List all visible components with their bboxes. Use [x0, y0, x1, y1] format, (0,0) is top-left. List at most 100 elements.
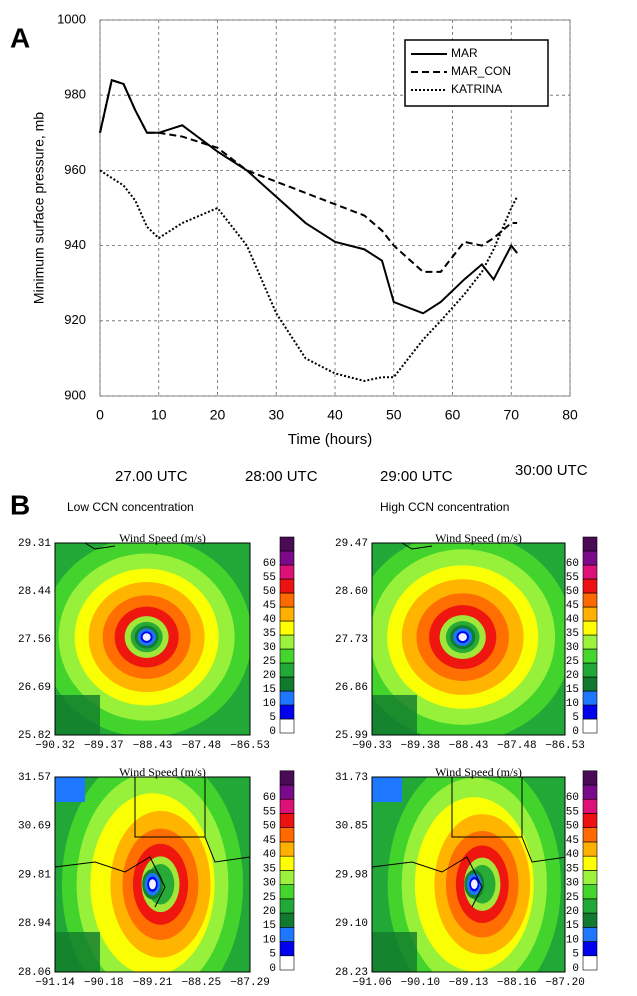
lon-label: −89.21 — [133, 977, 173, 989]
colorbar-swatch — [582, 592, 598, 608]
corner-patch — [372, 695, 417, 735]
colorbar-swatch — [582, 870, 598, 885]
colorbar-swatch — [582, 718, 598, 734]
utc-label: 30:00 UTC — [515, 462, 588, 479]
lat-label: 29.10 — [335, 918, 368, 930]
colorbar-tick-label: 40 — [263, 614, 276, 626]
x-tick-label: 80 — [562, 407, 578, 423]
coastline — [55, 777, 250, 908]
colorbar-tick-label: 15 — [263, 684, 276, 696]
colorbar-swatch — [582, 855, 598, 871]
x-tick-label: 30 — [268, 407, 284, 423]
colorbar-tick-label: 45 — [566, 600, 579, 612]
lon-label: −88.43 — [449, 740, 489, 752]
lon-label: −90.18 — [84, 977, 124, 989]
map-frame — [371, 542, 566, 736]
colorbar-tick-label: 0 — [572, 726, 579, 738]
colorbar-swatch — [279, 827, 295, 843]
map-title: Wind Speed (m/s) — [435, 531, 522, 545]
colorbar-swatch — [582, 813, 598, 828]
column-title: Low CCN concentration — [67, 500, 194, 514]
colorbar-tick-label: 55 — [263, 806, 276, 818]
colorbar-tick-label: 10 — [263, 698, 276, 710]
colorbar-tick-label: 20 — [263, 906, 276, 918]
colorbar-tick-label: 50 — [263, 586, 276, 598]
colorbar-swatch — [279, 592, 295, 608]
colorbar-swatch — [279, 770, 295, 786]
lat-label: 25.99 — [335, 730, 368, 742]
colorbar-swatch — [279, 927, 295, 942]
colorbar-swatch — [279, 648, 295, 664]
legend-label: MAR_CON — [451, 64, 511, 78]
colorbar-swatch — [582, 634, 598, 650]
colorbar-swatch — [279, 855, 295, 871]
y-tick-label: 1000 — [57, 11, 86, 26]
colorbar-tick-label: 5 — [269, 949, 276, 961]
column-title: High CCN concentration — [380, 500, 509, 514]
colorbar-tick-label: 0 — [572, 963, 579, 975]
lon-label: −86.53 — [230, 740, 270, 752]
colorbar-swatch — [582, 841, 598, 857]
series-line — [99, 78, 518, 315]
colorbar-tick-label: 0 — [269, 726, 276, 738]
colorbar-tick-label: 50 — [263, 821, 276, 833]
utc-label: 28:00 UTC — [245, 468, 318, 485]
colorbar-swatch — [279, 606, 295, 622]
colorbar-swatch — [582, 884, 598, 900]
colorbar-swatch — [582, 898, 598, 914]
colorbar-swatch — [582, 578, 598, 594]
lon-label: −87.48 — [497, 740, 537, 752]
colorbar-tick-label: 20 — [263, 670, 276, 682]
colorbar-tick-label: 60 — [566, 792, 579, 804]
colorbar-tick-label: 55 — [566, 806, 579, 818]
map-title: Wind Speed (m/s) — [119, 765, 206, 779]
lat-label: 26.86 — [335, 682, 368, 694]
lat-label: 31.73 — [335, 772, 368, 784]
lon-label: −89.38 — [400, 740, 440, 752]
colorbar-tick-label: 30 — [566, 878, 579, 890]
lat-label: 29.47 — [335, 538, 368, 550]
colorbar-swatch — [582, 550, 598, 566]
colorbar-tick-label: 10 — [566, 698, 579, 710]
wind-contour — [458, 633, 467, 642]
colorbar-tick-label: 60 — [566, 558, 579, 570]
colorbar-tick-label: 40 — [566, 614, 579, 626]
y-tick-label: 900 — [64, 387, 86, 402]
x-tick-label: 70 — [503, 407, 519, 423]
colorbar-swatch — [582, 536, 598, 552]
colorbar-tick-label: 5 — [572, 712, 579, 724]
wind-map — [372, 777, 565, 972]
corner-patch — [55, 695, 100, 735]
map-title: Wind Speed (m/s) — [119, 531, 206, 545]
x-tick-label: 10 — [151, 407, 167, 423]
colorbar-tick-label: 45 — [263, 835, 276, 847]
series-line — [99, 78, 518, 273]
colorbar-swatch — [279, 798, 295, 814]
lon-label: −87.29 — [230, 977, 270, 989]
lon-label: −91.14 — [35, 977, 75, 989]
lat-label: 31.57 — [18, 772, 51, 784]
colorbar-swatch — [279, 662, 295, 678]
colorbar-swatch — [582, 770, 598, 786]
colorbar-tick-label: 15 — [263, 920, 276, 932]
colorbar-tick-label: 5 — [269, 712, 276, 724]
colorbar-tick-label: 55 — [566, 572, 579, 584]
colorbar-swatch — [279, 841, 295, 857]
lat-label: 25.82 — [18, 730, 51, 742]
wind-map — [55, 543, 250, 735]
colorbar-tick-label: 55 — [263, 572, 276, 584]
wind-contour — [149, 879, 156, 890]
lon-label: −88.16 — [497, 977, 537, 989]
series-line — [99, 169, 519, 382]
lon-label: −90.33 — [352, 740, 392, 752]
lon-label: −91.06 — [352, 977, 392, 989]
colorbar-swatch — [279, 676, 295, 692]
legend-label: KATRINA — [451, 82, 502, 96]
colorbar-tick-label: 60 — [263, 792, 276, 804]
y-tick-label: 940 — [64, 237, 86, 252]
colorbar-tick-label: 20 — [566, 906, 579, 918]
map-frame — [54, 776, 251, 973]
lat-label: 26.69 — [18, 682, 51, 694]
coastline — [84, 543, 116, 550]
lon-label: −88.25 — [181, 977, 221, 989]
